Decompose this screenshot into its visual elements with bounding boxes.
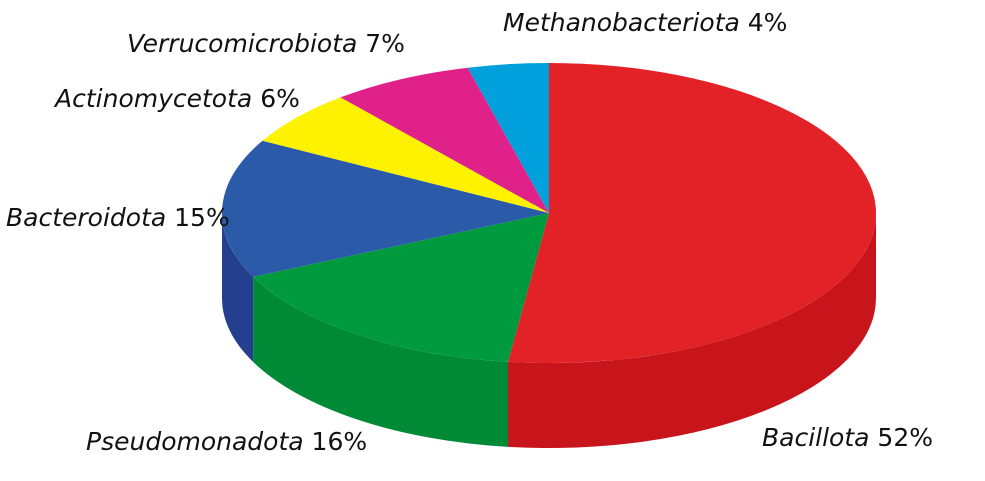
label-name: Methanobacteriota bbox=[503, 8, 748, 37]
label-value: 7% bbox=[365, 29, 405, 58]
label-name: Bacteroidota bbox=[6, 203, 174, 232]
slice-verrucomicrobiota bbox=[340, 67, 549, 213]
label-bacillota: Bacillota 52% bbox=[762, 423, 933, 452]
slice-bacteroidota bbox=[222, 140, 549, 277]
slice-side-bacillota bbox=[508, 213, 876, 448]
slice-actinomycetota bbox=[262, 97, 549, 213]
slice-methanobacteriota bbox=[467, 63, 549, 213]
label-verrucomicrobiota: Verrucomicrobiota 7% bbox=[127, 29, 405, 58]
label-methanobacteriota: Methanobacteriota 4% bbox=[503, 8, 787, 37]
label-name: Actinomycetota bbox=[53, 84, 260, 113]
label-name: Pseudomonadota bbox=[86, 427, 312, 456]
pie-tops bbox=[222, 63, 877, 363]
slice-pseudomonadota bbox=[253, 213, 549, 362]
label-name: Bacillota bbox=[762, 423, 877, 452]
label-pseudomonadota: Pseudomonadota 16% bbox=[86, 427, 367, 456]
label-actinomycetota: Actinomycetota 6% bbox=[53, 84, 300, 113]
slice-side-bacteroidota bbox=[222, 213, 254, 362]
pie-sides bbox=[222, 213, 876, 448]
label-bacteroidota: Bacteroidota 15% bbox=[6, 203, 230, 232]
label-value: 16% bbox=[312, 427, 368, 456]
label-value: 6% bbox=[260, 84, 300, 113]
slice-side-pseudomonadota bbox=[253, 276, 509, 447]
slice-bacillota bbox=[508, 63, 877, 363]
label-value: 52% bbox=[877, 423, 933, 452]
label-name: Verrucomicrobiota bbox=[127, 29, 365, 58]
label-value: 4% bbox=[748, 8, 788, 37]
pie-labels: Bacillota 52% Pseudomonadota 16% Bacteroid… bbox=[6, 8, 933, 456]
label-value: 15% bbox=[174, 203, 230, 232]
